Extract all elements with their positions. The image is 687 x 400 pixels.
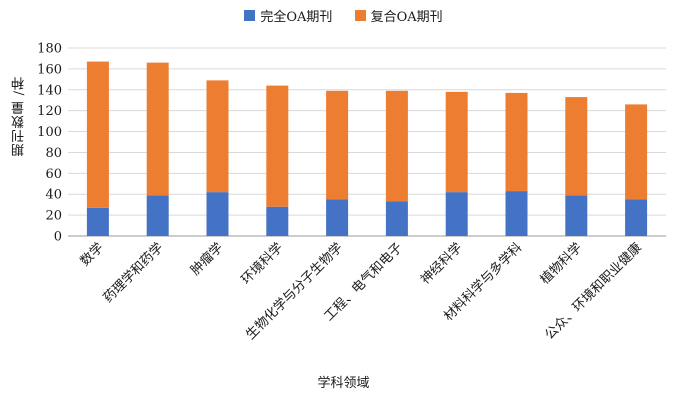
- legend-label-full-oa: 完全OA期刊: [260, 10, 333, 25]
- x-tick-label: 环境科学: [238, 240, 286, 288]
- x-tick-label: 植物科学: [537, 240, 585, 288]
- y-tick-label: 60: [45, 167, 62, 182]
- bar-full-oa: [86, 207, 109, 236]
- y-tick-label: 20: [45, 209, 62, 224]
- bar-hybrid-oa: [625, 104, 648, 200]
- bar-hybrid-oa: [86, 61, 109, 208]
- legend-item-full-oa: 完全OA期刊: [244, 6, 332, 25]
- bar-full-oa: [505, 191, 528, 236]
- x-tick-label: 药理学和药学: [100, 240, 166, 306]
- bar-hybrid-oa: [326, 90, 349, 200]
- x-tick-label: 肿瘤学: [187, 240, 226, 279]
- bar-hybrid-oa: [206, 80, 229, 193]
- x-tick-label: 数学: [77, 240, 107, 270]
- legend-label-hybrid-oa: 复合OA期刊: [370, 10, 443, 25]
- y-tick-label: 140: [37, 83, 62, 98]
- bar-hybrid-oa: [266, 85, 289, 207]
- bar-hybrid-oa: [505, 92, 528, 192]
- y-tick-label: 180: [37, 42, 62, 57]
- bar-hybrid-oa: [146, 62, 169, 196]
- bar-full-oa: [445, 192, 468, 236]
- bar-hybrid-oa: [385, 90, 408, 202]
- legend-swatch-hybrid-oa: [354, 10, 366, 21]
- x-tick-label: 神经科学: [417, 240, 465, 288]
- y-tick-label: 40: [45, 188, 62, 203]
- y-tick-label: 160: [37, 62, 62, 77]
- y-tick-label: 0: [54, 230, 62, 245]
- x-tick-label: 生物化学与分子生物学: [243, 240, 346, 343]
- bar-full-oa: [385, 201, 408, 236]
- x-tick-label: 公众、环境和职业健康: [542, 240, 645, 343]
- bar-hybrid-oa: [565, 97, 588, 196]
- x-axis-label: 学科领域: [317, 376, 370, 391]
- legend-swatch-full-oa: [244, 10, 256, 21]
- bar-full-oa: [206, 192, 229, 236]
- y-tick-label: 120: [37, 104, 62, 119]
- legend: 完全OA期刊 复合OA期刊: [0, 6, 687, 25]
- bar-full-oa: [326, 199, 349, 236]
- y-tick-label: 80: [45, 146, 62, 161]
- bar-hybrid-oa: [445, 91, 468, 193]
- legend-item-hybrid-oa: 复合OA期刊: [354, 6, 443, 25]
- bar-full-oa: [266, 206, 289, 236]
- bar-full-oa: [565, 195, 588, 236]
- bar-full-oa: [625, 199, 648, 236]
- y-axis-label: 期刊数量 /种: [12, 76, 27, 157]
- y-tick-label: 100: [37, 125, 62, 140]
- bar-full-oa: [146, 195, 169, 236]
